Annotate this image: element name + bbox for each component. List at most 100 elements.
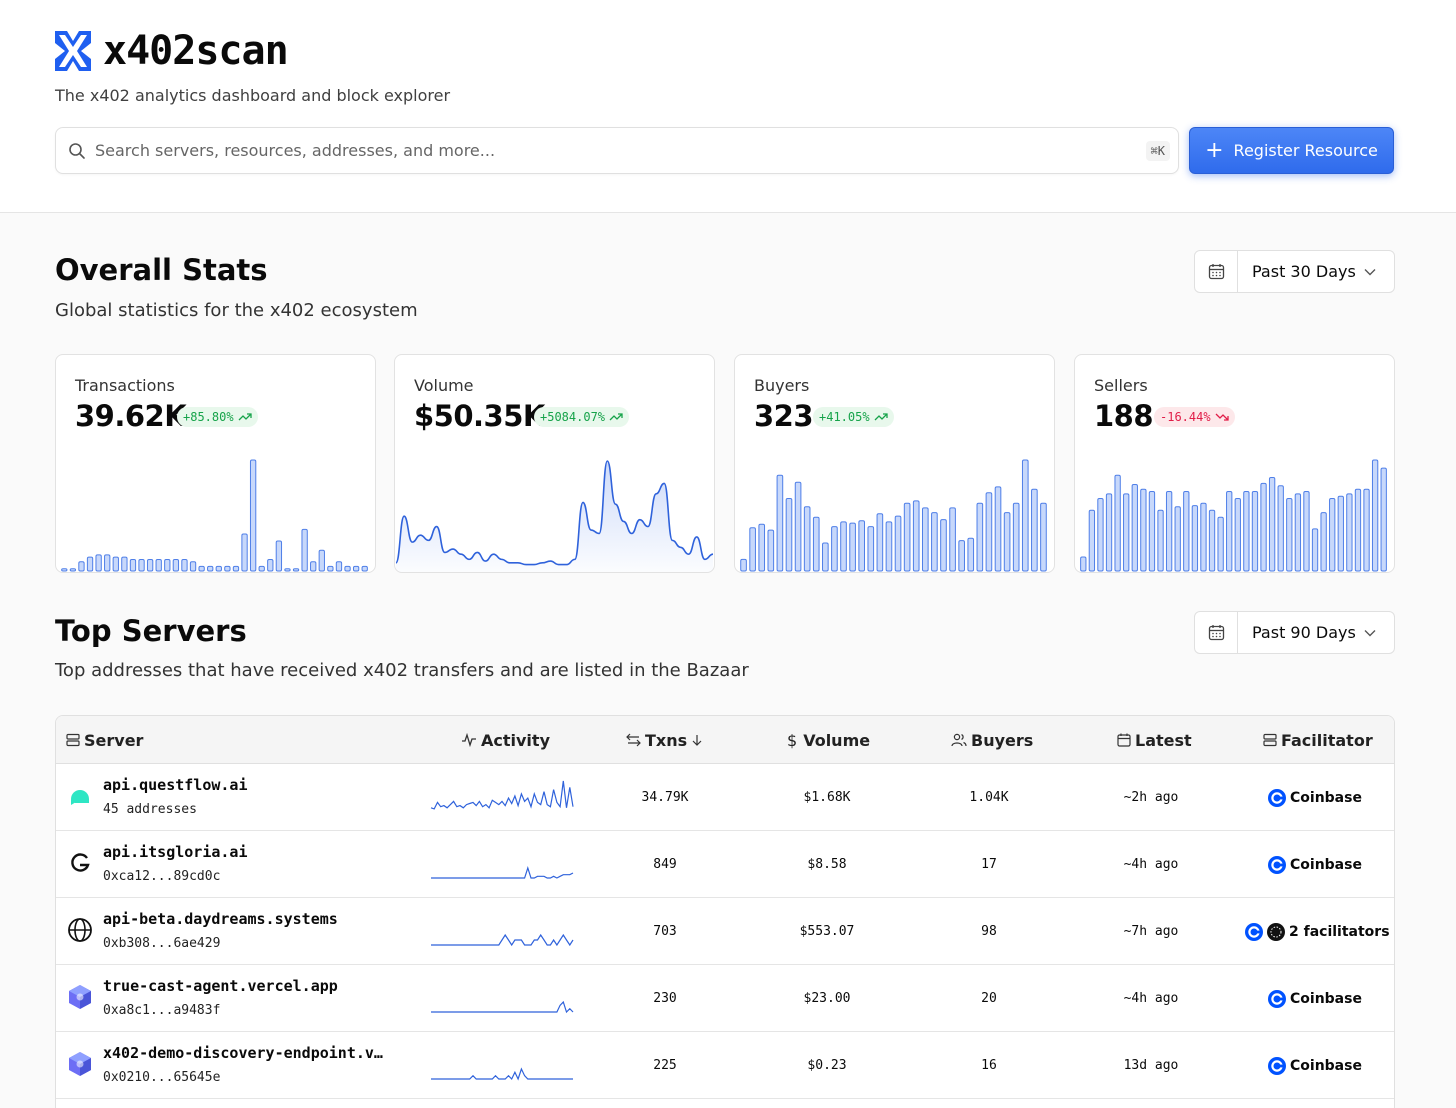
change-value: +41.05% <box>819 410 870 424</box>
chart-bar <box>921 507 929 572</box>
chart-bar <box>1260 482 1267 572</box>
buyers-value: 20 <box>981 991 997 1006</box>
chart-bar <box>292 568 300 572</box>
facilitator-cell[interactable]: Coinbase <box>1268 764 1362 831</box>
chart-bar <box>121 556 128 572</box>
overall-stats-range-select[interactable]: Past 30 Days <box>1194 250 1395 293</box>
overall-stats-title: Overall Stats <box>55 253 268 287</box>
chart-bar <box>931 512 938 572</box>
stat-card-sellers: Sellers 188 -16.44% <box>1074 354 1395 573</box>
chart-bar <box>812 516 820 572</box>
top-servers-range-select[interactable]: Past 90 Days <box>1194 611 1395 654</box>
server-name[interactable]: x402-demo-discovery-endpoint.v… <box>103 1044 383 1062</box>
chart-bar <box>976 502 984 572</box>
chart-bar <box>876 513 884 572</box>
chart-bar <box>958 540 965 572</box>
latest-value: ~4h ago <box>1123 991 1179 1006</box>
table-header: Server Activity Txns $ Volume Buyers Lat… <box>56 716 1394 764</box>
calendar-button[interactable] <box>1195 251 1238 292</box>
column-latest[interactable]: Latest <box>1117 716 1192 764</box>
facilitator-cell[interactable]: Coinbase <box>1268 1032 1362 1099</box>
server-name[interactable]: api-beta.daydreams.systems <box>103 910 338 928</box>
chart-bar <box>1031 488 1038 572</box>
chart-bar <box>867 526 875 572</box>
chart-bar <box>749 527 756 572</box>
latest-value: ~7h ago <box>1123 924 1179 939</box>
table-row[interactable]: api.itsgloria.ai 0xca12...89cd0c 849 $8.58 1… <box>56 831 1394 898</box>
chart-bar <box>1268 477 1276 572</box>
table-row[interactable]: true-cast-agent.vercel.app 0xa8c1...a9483… <box>56 965 1394 1032</box>
server-name[interactable]: api.itsgloria.ai <box>103 843 248 861</box>
activity-sparkline <box>431 866 574 879</box>
chart-bar <box>1363 488 1370 572</box>
chart-bar <box>335 561 343 572</box>
chart-bar <box>344 565 351 572</box>
chart-bar <box>912 500 920 572</box>
table-row[interactable]: x402-demo-discovery-endpoint.v… 0x0210...… <box>56 1032 1394 1099</box>
chart-bar <box>1303 491 1310 572</box>
sort-down-icon <box>692 735 702 746</box>
chart-bar <box>803 506 811 572</box>
chart-bar <box>310 561 317 572</box>
chart-bar <box>1183 491 1190 572</box>
chart-bar <box>740 558 747 572</box>
facilitator-cell[interactable]: Coinbase <box>1268 965 1362 1032</box>
stat-value: 188 <box>1094 399 1154 433</box>
latest-value: 13d ago <box>1123 1058 1179 1073</box>
chevron-down-icon <box>1364 629 1376 636</box>
chart-bar <box>146 558 154 572</box>
column-server[interactable]: Server <box>66 716 143 764</box>
chart-bar <box>1277 485 1284 572</box>
chart-bar <box>1131 484 1138 572</box>
chart-bar <box>164 558 171 572</box>
server-name[interactable]: api.questflow.ai <box>103 776 248 794</box>
chart-bar <box>885 521 893 572</box>
cube-avatar-icon <box>69 1052 91 1076</box>
chart-bar <box>1208 509 1216 572</box>
facilitator-cell[interactable]: 2 facilitators <box>1245 898 1390 965</box>
coinbase-icon <box>1268 989 1286 1008</box>
globe-icon <box>68 918 92 942</box>
search-placeholder: Search servers, resources, addresses, an… <box>95 141 496 160</box>
column-facilitator[interactable]: Facilitator <box>1263 716 1373 764</box>
chart-bar <box>767 529 775 572</box>
column-buyers[interactable]: Buyers <box>951 716 1033 764</box>
chart-bar <box>138 558 145 572</box>
cube-avatar-icon <box>69 985 91 1009</box>
search-input[interactable]: Search servers, resources, addresses, an… <box>55 127 1179 174</box>
column-txns[interactable]: Txns <box>626 716 707 764</box>
stat-title: Buyers <box>754 376 810 395</box>
chart-bar <box>1320 512 1327 572</box>
txns-value: 849 <box>653 857 677 872</box>
chart-bar <box>1234 498 1241 572</box>
column-volume[interactable]: $ Volume <box>787 730 871 750</box>
facilitator-cell[interactable]: Coinbase <box>1268 831 1362 898</box>
chart-bar <box>1105 493 1113 572</box>
server-name[interactable]: true-cast-agent.vercel.app <box>103 977 338 995</box>
calendar-button[interactable] <box>1195 612 1238 653</box>
buyers-value: 16 <box>981 1058 997 1073</box>
volume-value: $23.00 <box>803 991 851 1006</box>
table-row[interactable]: api-beta.daydreams.systems 0xb308...6ae42… <box>56 898 1394 965</box>
chart-bar <box>207 565 214 572</box>
calendar-icon <box>1208 625 1224 641</box>
chart-bar <box>86 556 94 572</box>
stat-title: Volume <box>414 376 474 395</box>
calendar-icon <box>1117 733 1131 747</box>
shortcut-hint: ⌘K <box>1145 140 1170 161</box>
volume-value: $1.68K <box>803 790 851 805</box>
coinbase-icon <box>1245 922 1263 941</box>
column-activity[interactable]: Activity <box>461 716 550 764</box>
coinbase-icon <box>1268 1056 1286 1075</box>
questflow-avatar-icon <box>71 790 89 805</box>
chart-bar <box>1003 512 1011 572</box>
chart-bar <box>361 565 368 572</box>
search-icon <box>69 142 85 159</box>
table-row[interactable]: api.questflow.ai 45 addresses 34.79K $1.68K… <box>56 764 1394 831</box>
chart-bar <box>1337 495 1344 572</box>
logo[interactable]: x402scan <box>55 28 289 74</box>
register-resource-button[interactable]: + Register Resource <box>1189 127 1394 174</box>
trend-down-icon <box>1215 413 1229 421</box>
chart-bar <box>985 492 993 572</box>
chart-bar <box>275 540 283 572</box>
